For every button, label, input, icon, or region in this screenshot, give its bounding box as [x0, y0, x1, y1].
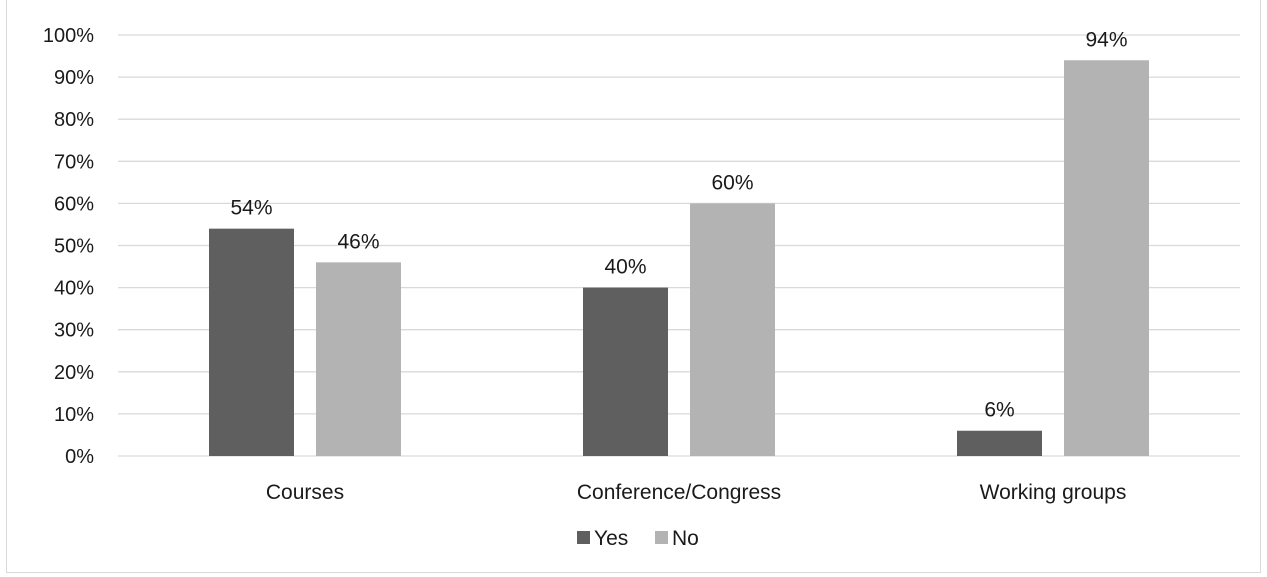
y-tick-label: 60% [54, 193, 94, 215]
y-tick-label: 70% [54, 151, 94, 173]
data-label: 60% [711, 171, 753, 194]
bar-no-2 [690, 203, 775, 456]
y-tick-label: 10% [54, 404, 94, 426]
y-tick-label: 50% [54, 236, 94, 258]
y-tick-label: 100% [43, 25, 94, 47]
y-tick-label: 30% [54, 320, 94, 342]
bar-yes-2 [583, 287, 668, 456]
bar-yes-1 [209, 228, 294, 456]
y-tick-label: 40% [54, 278, 94, 300]
y-tick-label: 80% [54, 109, 94, 131]
legend-label-yes: Yes [594, 527, 628, 550]
legend-swatch-no [655, 531, 668, 544]
category-label: Courses [266, 481, 344, 504]
y-tick-label: 20% [54, 362, 94, 384]
data-labels: 54% 46% 40% 60% 6% 94% [230, 28, 1127, 421]
data-label: 46% [337, 230, 379, 253]
y-tick-label: 90% [54, 67, 94, 89]
legend-swatch-yes [577, 531, 590, 544]
bars [209, 60, 1149, 456]
legend: Yes No [577, 527, 699, 550]
bar-no-1 [316, 262, 401, 456]
gridlines [118, 34, 1240, 457]
category-label: Conference/Congress [577, 481, 781, 504]
bar-yes-3 [957, 430, 1042, 456]
bar-no-3 [1064, 60, 1149, 456]
data-label: 94% [1085, 28, 1127, 51]
data-label: 54% [230, 197, 272, 220]
data-label: 6% [984, 399, 1014, 422]
legend-label-no: No [672, 527, 699, 550]
x-axis-category-labels: Courses Conference/Congress Working groups [266, 481, 1126, 504]
y-axis-tick-labels: 0% 10% 20% 30% 40% 50% 60% 70% 80% 90% 100% [43, 25, 94, 468]
y-tick-label: 0% [65, 446, 94, 468]
category-label: Working groups [980, 481, 1127, 504]
data-label: 40% [604, 256, 646, 279]
